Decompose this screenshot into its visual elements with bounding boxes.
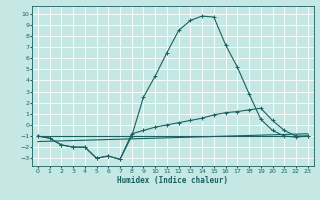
X-axis label: Humidex (Indice chaleur): Humidex (Indice chaleur): [117, 176, 228, 185]
